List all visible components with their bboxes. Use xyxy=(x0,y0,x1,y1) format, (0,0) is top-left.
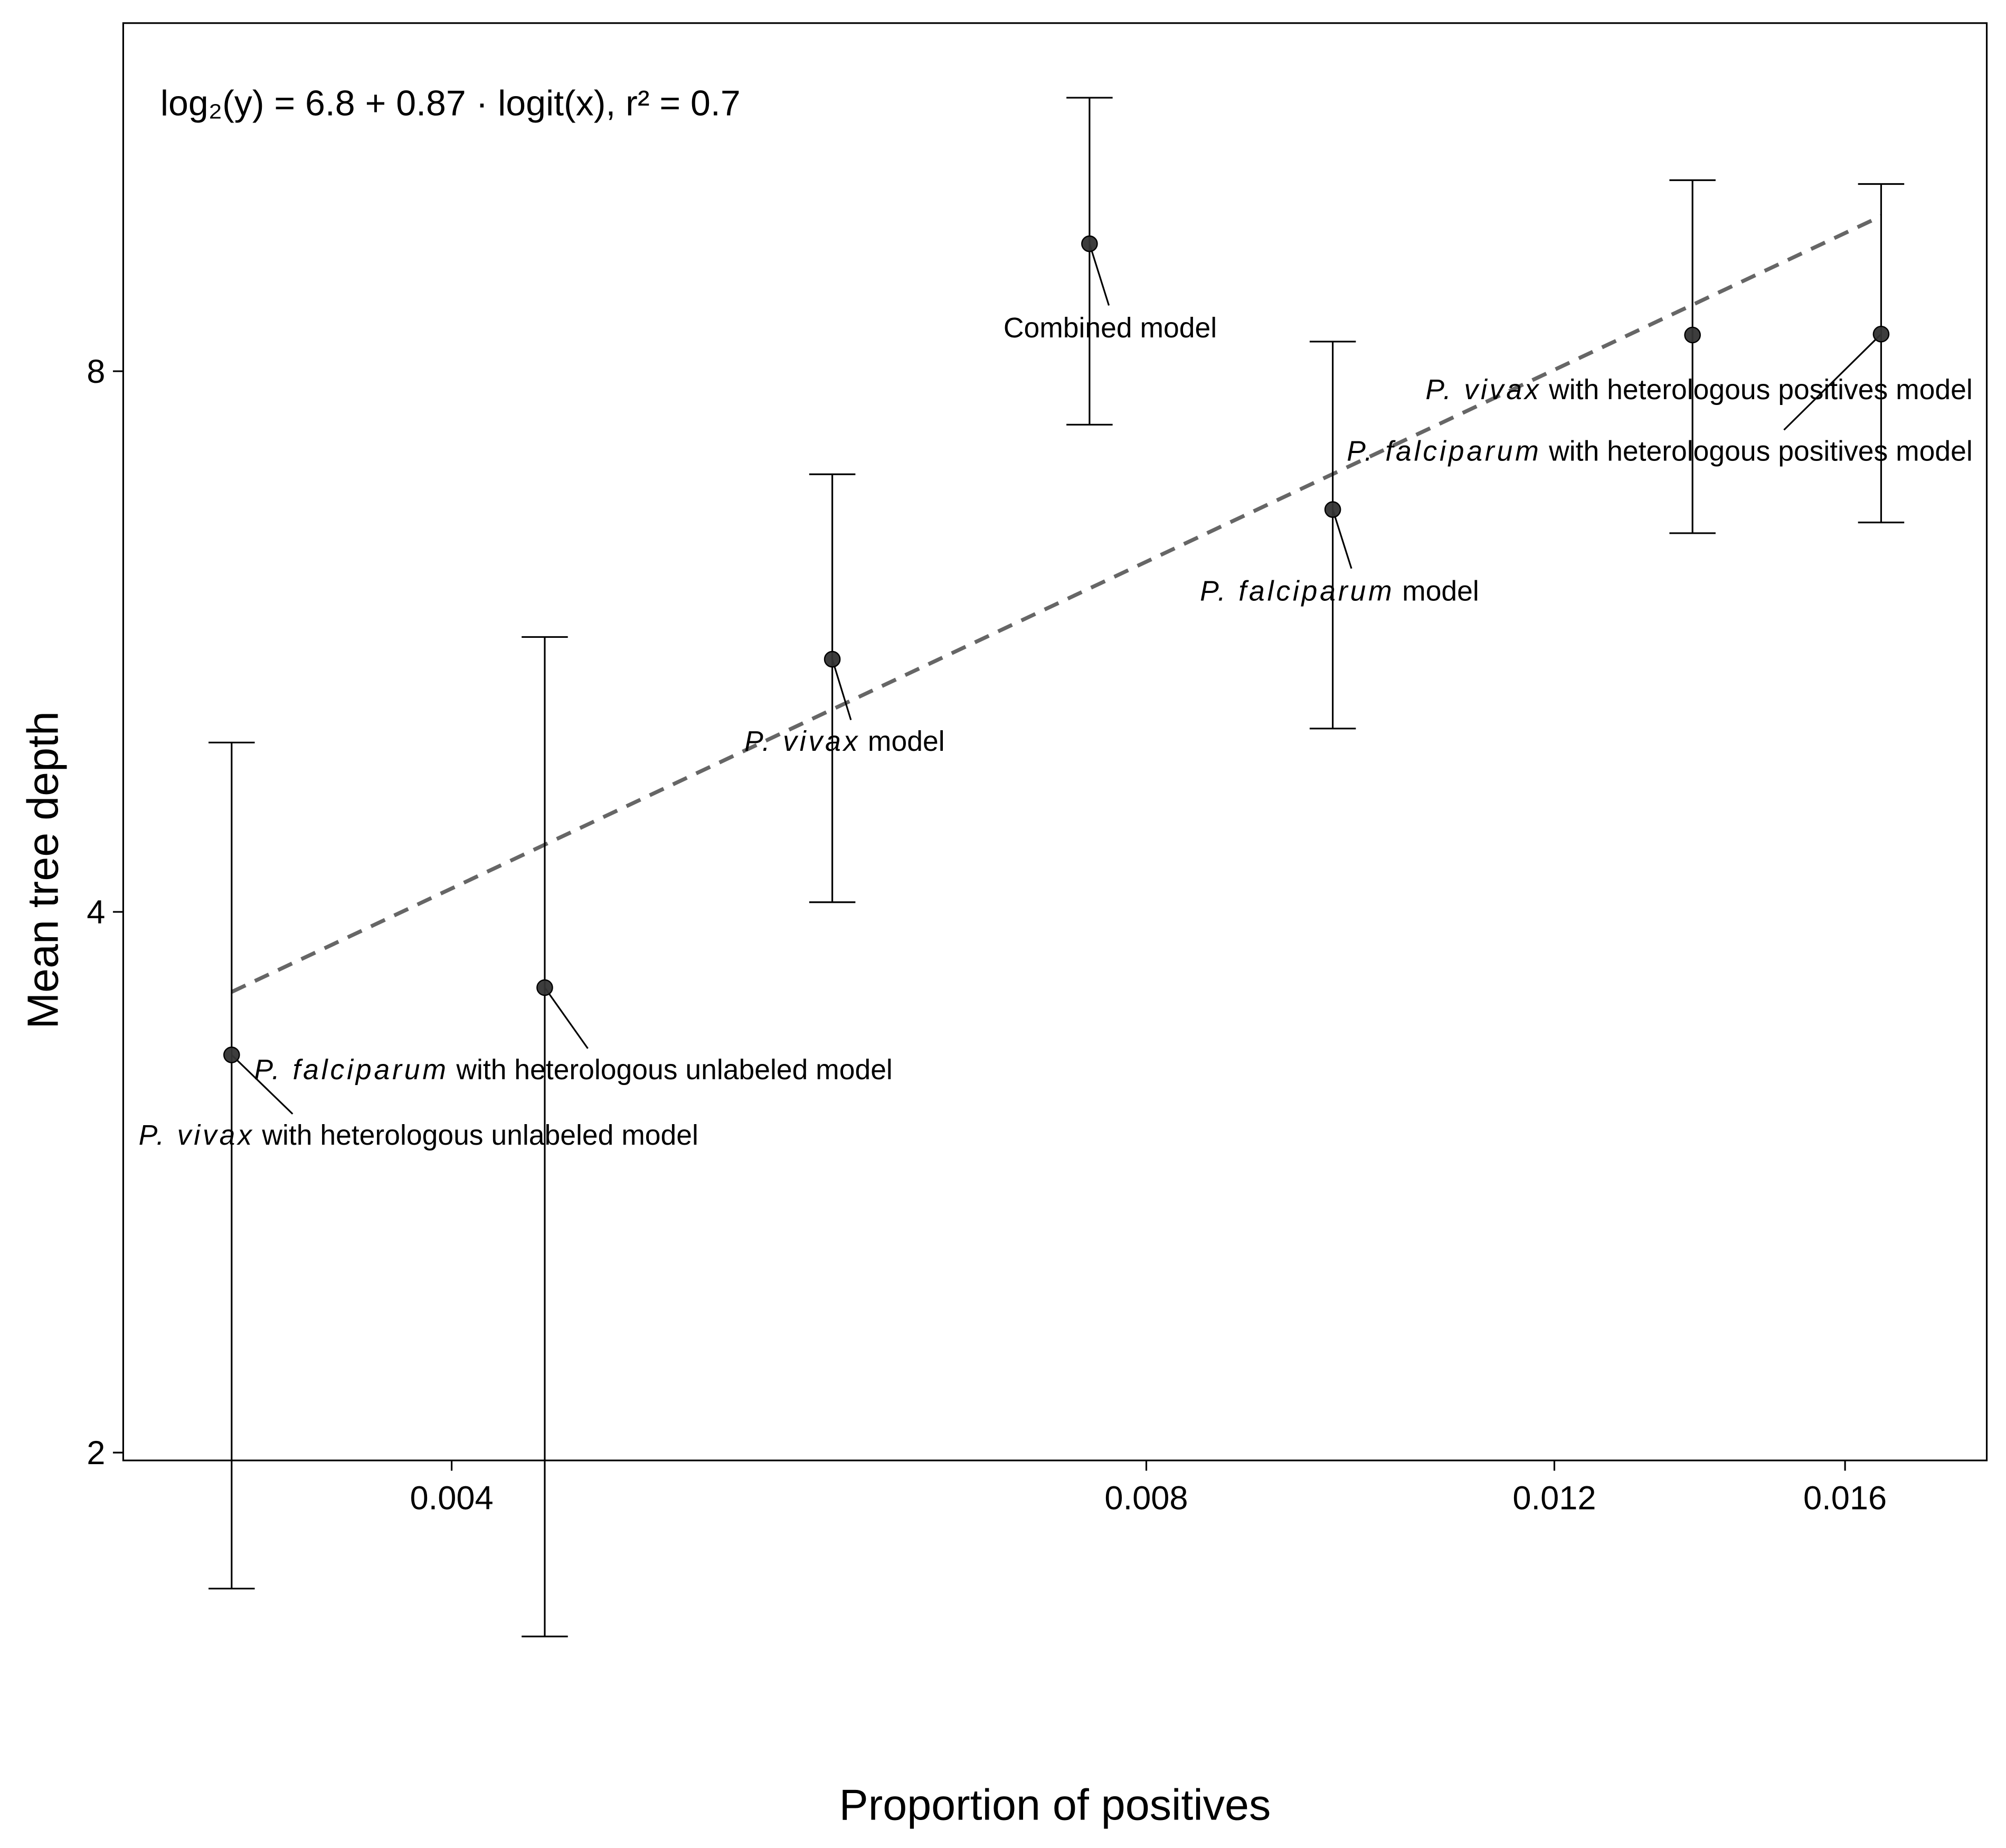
label-part: with heterologous positives model xyxy=(1548,436,1973,467)
label-part: with heterologous unlabeled model xyxy=(261,1120,698,1151)
label-part: P. falciparum xyxy=(1200,576,1394,607)
point-label: P. falciparum with heterologous positives… xyxy=(1347,436,1973,467)
point xyxy=(223,1046,240,1063)
label-part: Combined model xyxy=(1004,313,1217,344)
point-label: P. falciparum model xyxy=(1200,576,1479,607)
equation: log₂(y) = 6.8 + 0.87 · logit(x), r² = 0.… xyxy=(160,83,741,124)
y-tick-label: 8 xyxy=(87,353,105,390)
label-part: with heterologous positives model xyxy=(1548,374,1973,406)
x-tick-label: 0.012 xyxy=(1512,1479,1596,1516)
label-leader xyxy=(1089,243,1110,306)
label-leader xyxy=(544,987,589,1049)
label-leader xyxy=(231,1054,294,1115)
label-part: model xyxy=(868,726,945,757)
label-part: P. falciparum xyxy=(254,1054,448,1086)
point-label: Combined model xyxy=(1004,313,1217,344)
label-part: model xyxy=(1402,576,1479,607)
label-leader xyxy=(1332,509,1352,569)
label-leader xyxy=(831,659,852,721)
plot-frame xyxy=(122,22,1988,1462)
x-tick-label: 0.008 xyxy=(1104,1479,1188,1516)
fit-line xyxy=(231,214,1882,994)
x-tick-label: 0.016 xyxy=(1803,1479,1887,1516)
point xyxy=(1324,501,1341,518)
label-part: P. vivax xyxy=(1425,374,1541,406)
point xyxy=(1081,235,1098,252)
label-part: with heterologous unlabeled model xyxy=(456,1054,892,1086)
label-part: P. vivax xyxy=(139,1120,254,1151)
point xyxy=(824,650,841,668)
point-label: P. falciparum with heterologous unlabeled… xyxy=(254,1054,892,1086)
y-axis-title: Mean tree depth xyxy=(18,711,67,1029)
y-tick-label: 2 xyxy=(87,1435,105,1472)
point xyxy=(536,979,553,996)
x-axis-title: Proportion of positives xyxy=(839,1780,1271,1830)
point xyxy=(1684,326,1701,344)
point-label: P. vivax with heterologous positives mode… xyxy=(1425,374,1972,406)
x-tick-label: 0.004 xyxy=(410,1479,494,1516)
point-label: P. vivax with heterologous unlabeled mode… xyxy=(139,1120,698,1151)
point-label: P. vivax model xyxy=(744,726,944,757)
y-tick-label: 4 xyxy=(87,894,105,931)
point xyxy=(1872,325,1890,343)
label-part: P. falciparum xyxy=(1347,436,1541,467)
label-part: P. vivax xyxy=(744,726,860,757)
label-leader xyxy=(1783,333,1882,431)
